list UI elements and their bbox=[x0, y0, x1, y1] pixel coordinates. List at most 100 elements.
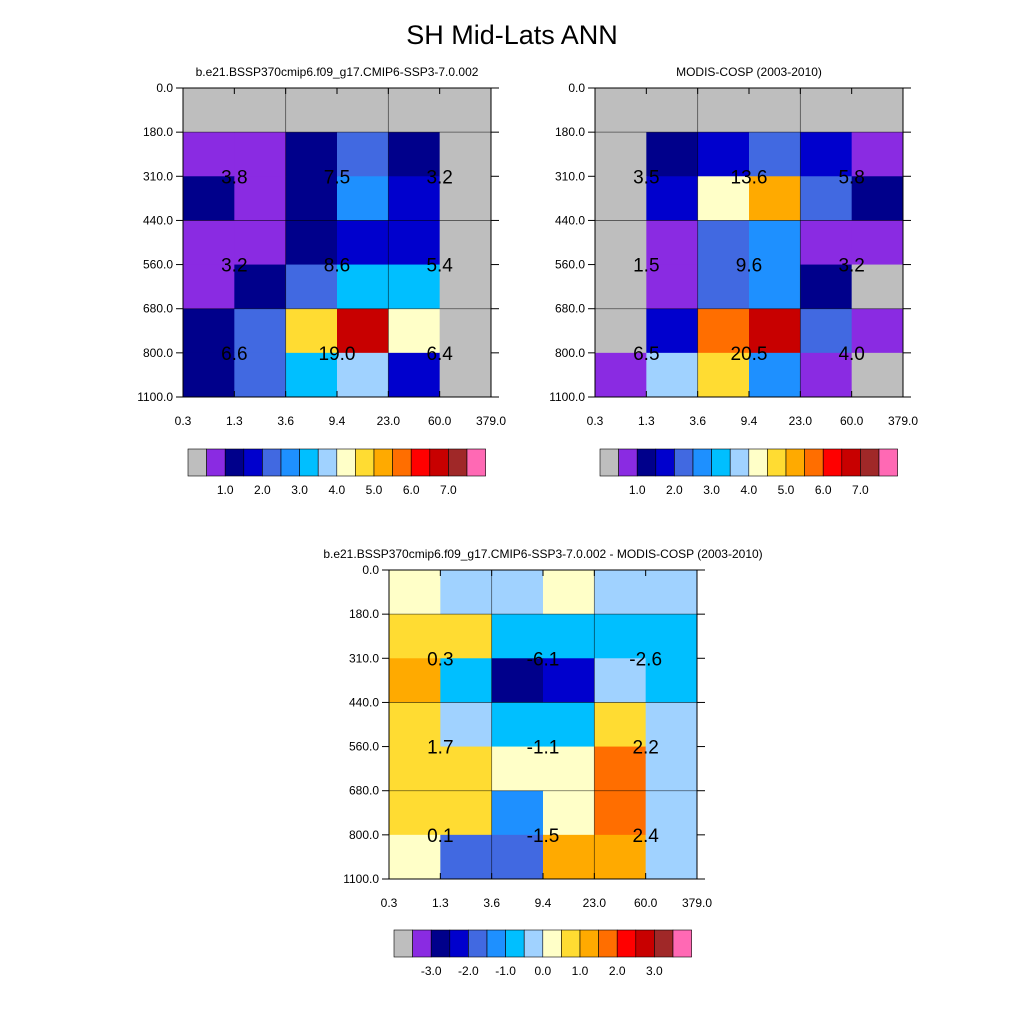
heatmap-cell bbox=[800, 132, 853, 177]
block-value-label: 13.6 bbox=[731, 167, 768, 188]
block-value-label: 5.4 bbox=[426, 256, 453, 277]
heatmap-cell bbox=[388, 88, 441, 133]
colorbar-swatch bbox=[317, 448, 338, 477]
heatmap-cell bbox=[800, 264, 853, 310]
x-tick-label: 379.0 bbox=[476, 414, 506, 428]
heatmap-cell bbox=[389, 614, 441, 659]
heatmap-cell bbox=[440, 746, 493, 792]
heatmap-cell bbox=[440, 790, 493, 836]
heatmap-cell bbox=[285, 220, 338, 266]
colorbar-label: 5.0 bbox=[778, 483, 795, 497]
y-tick-label: 1100.0 bbox=[343, 872, 379, 886]
x-tick-label: 3.6 bbox=[483, 896, 500, 910]
x-tick-label: 0.3 bbox=[381, 896, 398, 910]
heatmap-cell bbox=[389, 834, 441, 880]
colorbar-swatch bbox=[449, 929, 469, 958]
heatmap-cell bbox=[595, 88, 647, 133]
block-value-label: 2.4 bbox=[632, 826, 659, 847]
heatmap-panel-3: b.e21.BSSP370cmip6.f09_g17.CMIP6-SSP3-7.… bbox=[323, 547, 762, 978]
colorbar-swatch bbox=[785, 448, 805, 477]
heatmap-cell bbox=[749, 264, 801, 310]
colorbar: 1.0 2.0 3.0 4.0 5.0 6.0 7.0 bbox=[187, 448, 486, 497]
x-tick-label: 23.0 bbox=[377, 414, 401, 428]
block-value-label: 6.6 bbox=[221, 344, 247, 365]
heatmap-cell bbox=[183, 352, 235, 398]
y-tick-label: 1100.0 bbox=[137, 390, 173, 404]
heatmap-cell bbox=[389, 790, 441, 836]
heatmap-cell bbox=[543, 614, 595, 659]
heatmap-cell bbox=[595, 132, 647, 177]
y-tick-label: 680.0 bbox=[555, 302, 585, 316]
heatmap-cell bbox=[183, 220, 235, 266]
heatmap-cell bbox=[595, 352, 647, 398]
heatmap-cell bbox=[749, 176, 801, 221]
heatmap-cell bbox=[594, 790, 647, 836]
colorbar-swatch bbox=[822, 448, 843, 477]
colorbar-swatch bbox=[224, 448, 245, 477]
heatmap-cell bbox=[337, 308, 389, 354]
colorbar-swatch bbox=[598, 929, 618, 958]
y-tick-label: 560.0 bbox=[143, 258, 173, 272]
heatmap-cell bbox=[646, 308, 699, 354]
heatmap-cell bbox=[697, 264, 750, 310]
y-tick-label: 560.0 bbox=[555, 258, 585, 272]
heatmap-cell bbox=[234, 264, 287, 310]
heatmap-cell bbox=[543, 790, 595, 836]
block-value-label: 2.2 bbox=[632, 738, 658, 759]
colorbar-swatch bbox=[466, 448, 486, 477]
y-tick-label: 0.0 bbox=[156, 81, 173, 95]
heatmap-cell bbox=[439, 264, 492, 310]
heatmap-cell bbox=[389, 746, 441, 792]
heatmap-cell bbox=[388, 132, 441, 177]
heatmap-cell bbox=[645, 658, 698, 703]
heatmap-cell bbox=[285, 264, 338, 310]
figure-title: SH Mid-Lats ANN bbox=[406, 20, 618, 50]
block-value-label: 3.2 bbox=[221, 256, 247, 277]
heatmap-cell bbox=[543, 746, 595, 792]
y-tick-label: 310.0 bbox=[555, 169, 585, 183]
colorbar-swatch bbox=[767, 448, 787, 477]
block-value-label: -6.1 bbox=[527, 649, 560, 670]
heatmap-cell bbox=[595, 308, 647, 354]
heatmap-cell bbox=[595, 176, 647, 221]
heatmap-cell bbox=[439, 132, 492, 177]
heatmap-cell bbox=[697, 132, 750, 177]
heatmap-cell bbox=[594, 570, 647, 615]
x-tick-label: 1.3 bbox=[638, 414, 655, 428]
colorbar-label: -3.0 bbox=[421, 964, 442, 978]
x-tick-label: 60.0 bbox=[428, 414, 452, 428]
heatmap-cell bbox=[491, 614, 544, 659]
x-tick-label: 23.0 bbox=[789, 414, 813, 428]
heatmap-panel-2: MODIS-COSP (2003-2010) 3.5 13.6 5.8 1.5 9.6 3.… bbox=[549, 65, 918, 497]
colorbar-swatch bbox=[672, 929, 692, 958]
colorbar-swatch bbox=[336, 448, 356, 477]
heatmap-cell bbox=[183, 308, 235, 354]
heatmap-panel-1: b.e21.BSSP370cmip6.f09_g17.CMIP6-SSP3-7.… bbox=[137, 65, 506, 497]
colorbar-label: 1.0 bbox=[572, 964, 589, 978]
heatmap-cell bbox=[337, 176, 389, 221]
heatmap-cell bbox=[851, 88, 904, 133]
heatmap-cell bbox=[389, 702, 441, 748]
y-tick-label: 800.0 bbox=[555, 346, 585, 360]
y-tick-label: 310.0 bbox=[349, 651, 379, 665]
heatmap-cell bbox=[234, 352, 287, 398]
heatmap-cell bbox=[594, 702, 647, 748]
y-tick-label: 800.0 bbox=[349, 828, 379, 842]
block-value-label: 1.5 bbox=[633, 256, 659, 277]
heatmap-cell bbox=[388, 176, 441, 221]
y-tick-label: 440.0 bbox=[555, 213, 585, 227]
heatmap-cell bbox=[337, 88, 389, 133]
x-tick-label: 9.4 bbox=[329, 414, 346, 428]
heatmap-cell bbox=[440, 570, 493, 615]
block-value-label: 3.8 bbox=[221, 167, 247, 188]
block-value-label: 7.5 bbox=[324, 167, 350, 188]
heatmap-cell bbox=[439, 220, 492, 266]
heatmap-cell bbox=[234, 88, 287, 133]
colorbar-swatch bbox=[393, 929, 413, 958]
y-tick-label: 180.0 bbox=[143, 125, 173, 139]
heatmap-cell bbox=[851, 132, 904, 177]
colorbar-swatch bbox=[636, 448, 657, 477]
block-value-label: 19.0 bbox=[319, 344, 356, 365]
colorbar-label: 4.0 bbox=[740, 483, 757, 497]
colorbar-swatch bbox=[692, 448, 712, 477]
